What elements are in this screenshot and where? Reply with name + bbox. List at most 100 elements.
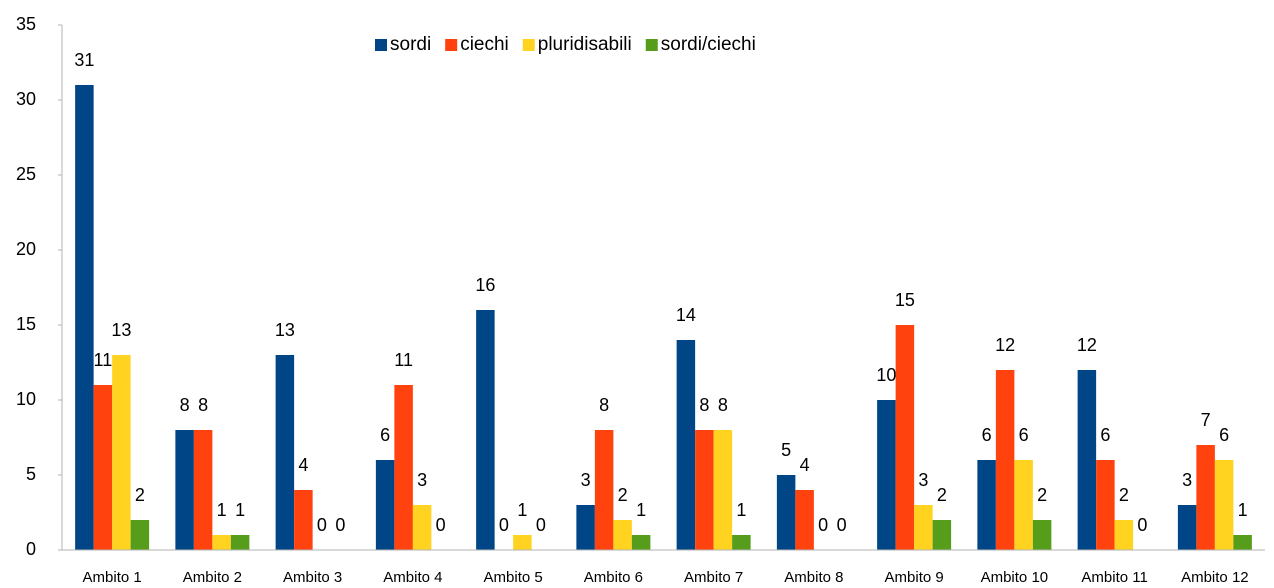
data-label: 8 bbox=[718, 395, 728, 415]
data-label: 14 bbox=[676, 305, 696, 325]
data-label: 16 bbox=[475, 275, 495, 295]
data-label: 3 bbox=[581, 470, 591, 490]
x-tick-label: Ambito 8 bbox=[784, 569, 843, 586]
data-label: 0 bbox=[499, 515, 509, 535]
x-tick-label: Ambito 5 bbox=[484, 569, 543, 586]
data-label: 1 bbox=[736, 500, 746, 520]
y-tick-label: 15 bbox=[16, 314, 36, 334]
bar bbox=[713, 430, 733, 550]
bar bbox=[631, 535, 651, 550]
bar bbox=[594, 430, 614, 550]
legend-label: ciechi bbox=[460, 34, 509, 55]
y-tick-label: 25 bbox=[16, 164, 36, 184]
y-tick-label: 10 bbox=[16, 389, 36, 409]
bar bbox=[275, 355, 295, 550]
data-label: 0 bbox=[335, 515, 345, 535]
legend-label: sordi/ciechi bbox=[661, 34, 756, 55]
data-label: 10 bbox=[876, 365, 896, 385]
bar bbox=[1233, 535, 1252, 550]
data-label: 7 bbox=[1201, 410, 1211, 430]
data-label: 1 bbox=[517, 500, 527, 520]
data-label: 0 bbox=[1137, 515, 1147, 535]
bar bbox=[230, 535, 250, 550]
bar bbox=[895, 325, 915, 550]
x-tick-label: Ambito 1 bbox=[83, 569, 142, 586]
data-label: 11 bbox=[94, 350, 113, 370]
data-label: 3 bbox=[417, 470, 427, 490]
bar bbox=[294, 490, 313, 550]
data-label: 4 bbox=[298, 455, 308, 475]
x-tick-label: Ambito 6 bbox=[584, 569, 643, 586]
legend-swatch bbox=[522, 39, 535, 51]
legend-label: pluridisabili bbox=[538, 34, 632, 55]
x-tick-label: Ambito 10 bbox=[981, 569, 1049, 586]
data-label: 5 bbox=[781, 440, 791, 460]
data-label: 8 bbox=[180, 395, 190, 415]
bar bbox=[1032, 520, 1052, 550]
bar bbox=[93, 385, 113, 550]
bar bbox=[676, 340, 696, 550]
bar bbox=[1214, 460, 1234, 550]
data-label: 6 bbox=[1019, 425, 1029, 445]
data-label: 8 bbox=[599, 395, 609, 415]
data-label: 6 bbox=[380, 425, 390, 445]
bar bbox=[375, 460, 395, 550]
y-tick-label: 30 bbox=[16, 89, 36, 109]
bar bbox=[1096, 460, 1115, 550]
bar bbox=[130, 520, 150, 550]
bar bbox=[914, 505, 933, 550]
data-label: 11 bbox=[394, 350, 413, 370]
legend-label: sordi bbox=[390, 34, 431, 55]
data-label: 13 bbox=[275, 320, 295, 340]
bar bbox=[112, 355, 131, 550]
y-tick-label: 5 bbox=[26, 464, 36, 484]
data-label: 0 bbox=[818, 515, 828, 535]
data-label: 2 bbox=[937, 485, 947, 505]
data-label: 3 bbox=[918, 470, 928, 490]
data-label: 8 bbox=[699, 395, 709, 415]
bar bbox=[932, 520, 952, 550]
bar bbox=[175, 430, 194, 550]
legend-swatch bbox=[645, 39, 658, 51]
data-label: 2 bbox=[1037, 485, 1047, 505]
data-label: 0 bbox=[436, 515, 446, 535]
bar bbox=[394, 385, 413, 550]
x-tick-label: Ambito 4 bbox=[383, 569, 442, 586]
bar bbox=[1177, 505, 1197, 550]
data-label: 1 bbox=[235, 500, 245, 520]
data-label: 2 bbox=[135, 485, 145, 505]
y-tick-label: 0 bbox=[26, 539, 36, 559]
bar bbox=[75, 85, 94, 550]
x-tick-label: Ambito 11 bbox=[1081, 569, 1147, 586]
data-label: 0 bbox=[317, 515, 327, 535]
data-label: 12 bbox=[995, 335, 1015, 355]
y-tick-label: 20 bbox=[16, 239, 36, 259]
x-tick-label: Ambito 2 bbox=[183, 569, 242, 586]
legend-swatch bbox=[445, 39, 458, 51]
data-label: 0 bbox=[837, 515, 847, 535]
data-label: 0 bbox=[536, 515, 546, 535]
bar bbox=[513, 535, 532, 550]
x-tick-label: Ambito 12 bbox=[1181, 569, 1249, 586]
bar bbox=[695, 430, 714, 550]
data-label: 3 bbox=[1182, 470, 1192, 490]
data-label: 1 bbox=[217, 500, 227, 520]
bar bbox=[732, 535, 751, 550]
bar bbox=[212, 535, 231, 550]
data-label: 1 bbox=[1238, 500, 1248, 520]
data-label: 6 bbox=[1219, 425, 1229, 445]
bar bbox=[576, 505, 595, 550]
x-tick-label: Ambito 3 bbox=[283, 569, 342, 586]
y-tick-label: 35 bbox=[16, 14, 36, 34]
data-label: 8 bbox=[198, 395, 208, 415]
bar bbox=[1196, 445, 1215, 550]
data-label: 2 bbox=[618, 485, 628, 505]
bar bbox=[193, 430, 213, 550]
data-label: 6 bbox=[1100, 425, 1110, 445]
data-label: 6 bbox=[982, 425, 992, 445]
bar bbox=[776, 475, 796, 550]
data-label: 1 bbox=[636, 500, 646, 520]
bar bbox=[1114, 520, 1134, 550]
data-label: 4 bbox=[800, 455, 810, 475]
